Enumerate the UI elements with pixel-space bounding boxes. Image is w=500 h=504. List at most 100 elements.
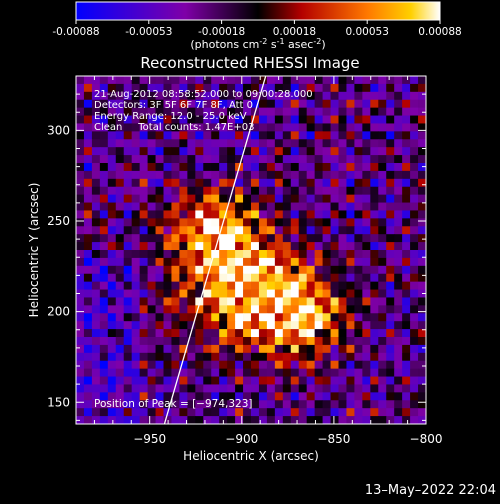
heatmap-cell — [99, 226, 109, 235]
heatmap-cell — [187, 400, 196, 409]
heatmap-cell — [394, 305, 403, 314]
heatmap-cell — [418, 131, 426, 140]
heatmap-cell — [290, 400, 300, 409]
heatmap-cell — [123, 242, 133, 251]
heatmap-cell — [338, 163, 347, 172]
heatmap-cell — [354, 321, 363, 330]
heatmap-cell — [155, 131, 164, 140]
heatmap-cell — [211, 170, 220, 180]
heatmap-cell — [314, 289, 323, 298]
heatmap-cell — [314, 344, 323, 354]
heatmap-cell — [155, 226, 164, 235]
heatmap-cell — [195, 368, 204, 377]
heatmap-cell — [370, 408, 379, 417]
heatmap-cell — [314, 416, 323, 424]
heatmap-cell — [378, 178, 387, 188]
heatmap-cell — [386, 344, 395, 354]
heatmap-cell — [266, 99, 276, 109]
heatmap-cell — [107, 107, 117, 116]
heatmap-cell — [362, 360, 371, 370]
heatmap-cell — [76, 226, 85, 235]
heatmap-cell — [203, 202, 212, 211]
heatmap-cell — [290, 210, 300, 219]
heatmap-cell — [147, 376, 156, 385]
heatmap-cell — [410, 186, 419, 196]
heatmap-cell — [282, 360, 292, 370]
heatmap-cell — [115, 352, 125, 362]
annotation-clean: Clean Total counts: 1.47E+03 — [94, 122, 254, 133]
heatmap-cell — [123, 368, 133, 377]
heatmap-cell — [418, 147, 426, 156]
heatmap-cell — [251, 265, 260, 275]
heatmap-cell — [386, 360, 395, 370]
heatmap-cell — [235, 139, 244, 148]
heatmap-cell — [386, 337, 395, 346]
heatmap-cell — [155, 123, 164, 132]
heatmap-cell — [163, 313, 172, 322]
heatmap-cell — [354, 352, 363, 362]
heatmap-cell — [139, 337, 148, 346]
heatmap-cell — [266, 186, 276, 196]
heatmap-cell — [243, 226, 252, 235]
heatmap-cell — [282, 123, 292, 132]
heatmap-cell — [306, 368, 316, 377]
heatmap-cell — [76, 416, 85, 424]
heatmap-cell — [139, 234, 148, 243]
heatmap-cell — [155, 384, 164, 393]
heatmap-cell — [251, 360, 260, 370]
heatmap-cell — [402, 234, 411, 243]
heatmap-cell — [418, 194, 426, 203]
heatmap-cell — [370, 265, 379, 275]
heatmap-cell — [274, 352, 284, 362]
heatmap-cell — [266, 170, 276, 180]
heatmap-cell — [227, 368, 236, 377]
heatmap-cell — [251, 91, 260, 101]
heatmap-cell — [179, 392, 188, 401]
heatmap-cell — [298, 329, 308, 338]
heatmap-cell — [243, 115, 252, 124]
heatmap-cell — [410, 91, 419, 101]
heatmap-cell — [362, 321, 371, 330]
heatmap-cell — [282, 281, 292, 290]
heatmap-cell — [235, 131, 244, 140]
heatmap-cell — [155, 352, 164, 362]
heatmap-cell — [155, 210, 164, 219]
heatmap-cell — [107, 178, 117, 188]
colorbar-tick-label: -0.00088 — [52, 26, 99, 38]
heatmap-cell — [219, 321, 228, 330]
heatmap-cell — [123, 99, 133, 109]
heatmap-cell — [131, 186, 141, 196]
heatmap-cell — [243, 273, 252, 283]
heatmap-cell — [274, 99, 284, 109]
heatmap-cell — [91, 297, 101, 306]
heatmap-cell — [290, 368, 300, 377]
heatmap-cell — [115, 400, 125, 409]
heatmap-cell — [418, 250, 426, 259]
heatmap-cell — [274, 170, 284, 180]
colorbar-tick-label: 0.00018 — [273, 26, 316, 38]
heatmap-cell — [418, 281, 426, 290]
heatmap-cell — [402, 91, 411, 101]
heatmap-cell — [219, 250, 228, 259]
heatmap-cell — [139, 297, 148, 306]
heatmap-cell — [99, 337, 109, 346]
heatmap-cell — [83, 360, 93, 370]
heatmap-cell — [298, 352, 308, 362]
heatmap-cell — [298, 131, 308, 140]
heatmap-cell — [378, 408, 387, 417]
heatmap-cell — [314, 384, 323, 393]
heatmap-cell — [163, 155, 172, 164]
heatmap-cell — [386, 408, 395, 417]
heatmap-cell — [155, 91, 164, 101]
heatmap-cell — [187, 155, 196, 164]
heatmap-cell — [243, 408, 252, 417]
heatmap-cell — [306, 107, 316, 116]
heatmap-cell — [235, 265, 244, 275]
heatmap-cell — [99, 163, 109, 172]
heatmap-cell — [386, 384, 395, 393]
heatmap-cell — [123, 76, 133, 85]
heatmap-cell — [298, 155, 308, 164]
heatmap-cell — [99, 218, 109, 227]
heatmap-cell — [131, 202, 141, 211]
heatmap-cell — [282, 234, 292, 243]
